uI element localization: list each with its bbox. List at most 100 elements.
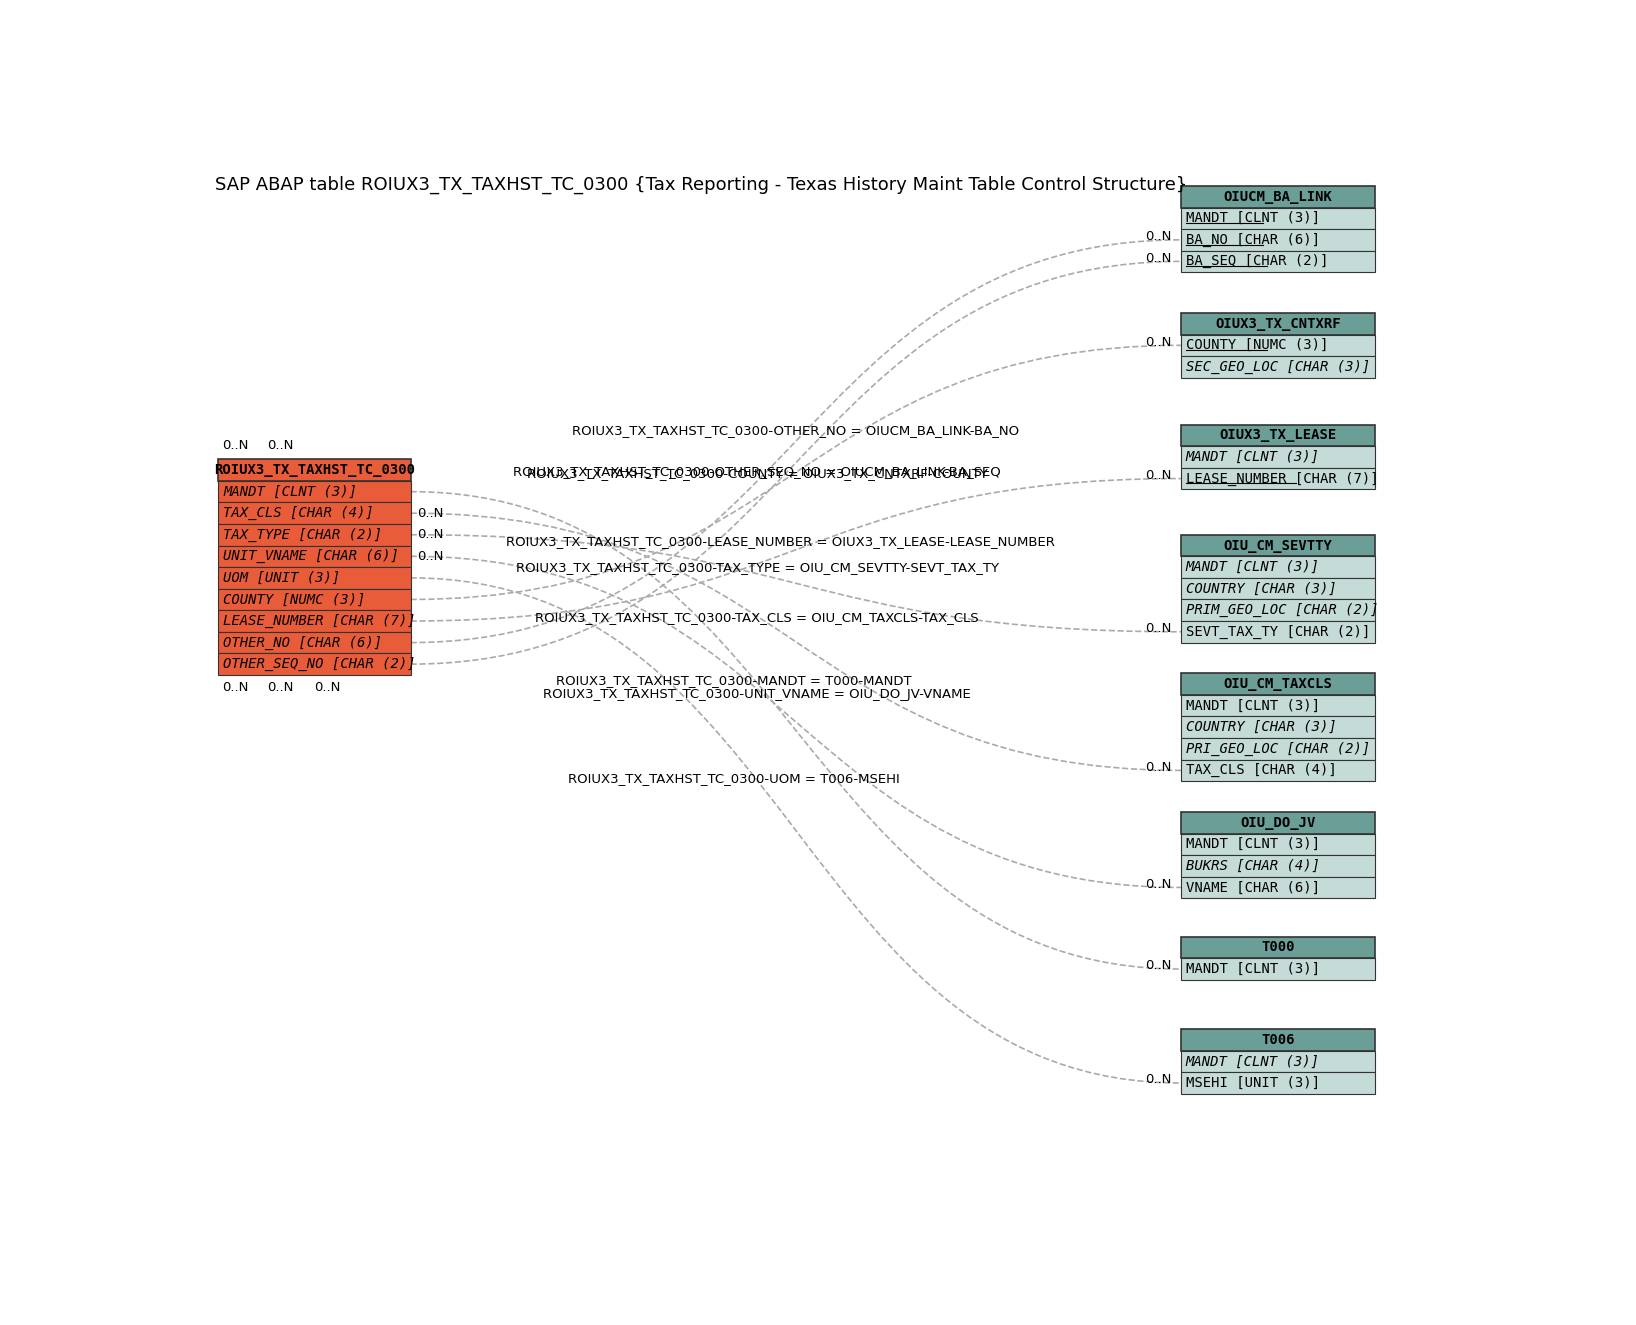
Text: 0..N: 0..N bbox=[1145, 623, 1171, 635]
Bar bbox=[1181, 468, 1374, 489]
Text: 0..N: 0..N bbox=[1145, 335, 1171, 348]
Bar bbox=[1181, 1051, 1374, 1072]
Text: LEASE_NUMBER [CHAR (7)]: LEASE_NUMBER [CHAR (7)] bbox=[222, 613, 416, 628]
Bar bbox=[1181, 313, 1374, 334]
Text: 0..N: 0..N bbox=[267, 681, 293, 694]
Text: LEASE_NUMBER [CHAR (7)]: LEASE_NUMBER [CHAR (7)] bbox=[1186, 472, 1378, 486]
Text: 0..N: 0..N bbox=[222, 681, 249, 694]
Text: MANDT [CLNT (3)]: MANDT [CLNT (3)] bbox=[1186, 698, 1320, 713]
Text: 0..N: 0..N bbox=[1145, 959, 1171, 973]
Text: ROIUX3_TX_TAXHST_TC_0300-UNIT_VNAME = OIU_DO_JV-VNAME: ROIUX3_TX_TAXHST_TC_0300-UNIT_VNAME = OI… bbox=[543, 688, 972, 701]
Bar bbox=[219, 546, 411, 567]
Text: ROIUX3_TX_TAXHST_TC_0300-UOM = T006-MSEHI: ROIUX3_TX_TAXHST_TC_0300-UOM = T006-MSEH… bbox=[568, 772, 900, 786]
Text: 0..N: 0..N bbox=[417, 550, 443, 563]
Text: OIU_DO_JV: OIU_DO_JV bbox=[1240, 816, 1315, 829]
Bar bbox=[1181, 424, 1374, 447]
Bar bbox=[1181, 334, 1374, 356]
Text: MANDT [CLNT (3)]: MANDT [CLNT (3)] bbox=[1186, 560, 1320, 574]
Bar bbox=[1181, 556, 1374, 578]
Text: PRI_GEO_LOC [CHAR (2)]: PRI_GEO_LOC [CHAR (2)] bbox=[1186, 742, 1369, 755]
Text: TAX_CLS [CHAR (4)]: TAX_CLS [CHAR (4)] bbox=[222, 506, 375, 521]
Text: MANDT [CLNT (3)]: MANDT [CLNT (3)] bbox=[222, 485, 357, 498]
Text: OTHER_SEQ_NO [CHAR (2)]: OTHER_SEQ_NO [CHAR (2)] bbox=[222, 657, 416, 672]
Text: ROIUX3_TX_TAXHST_TC_0300-TAX_CLS = OIU_CM_TAXCLS-TAX_CLS: ROIUX3_TX_TAXHST_TC_0300-TAX_CLS = OIU_C… bbox=[535, 611, 978, 624]
Text: COUNTRY [CHAR (3)]: COUNTRY [CHAR (3)] bbox=[1186, 721, 1337, 734]
Text: ROIUX3_TX_TAXHST_TC_0300-OTHER_SEQ_NO = OIUCM_BA_LINK-BA_SEQ: ROIUX3_TX_TAXHST_TC_0300-OTHER_SEQ_NO = … bbox=[514, 465, 1001, 478]
Bar bbox=[1181, 535, 1374, 556]
Bar bbox=[1181, 759, 1374, 782]
Bar bbox=[1181, 694, 1374, 717]
Bar bbox=[219, 502, 411, 523]
Bar bbox=[1181, 738, 1374, 759]
Text: T006: T006 bbox=[1261, 1034, 1294, 1047]
Text: SEC_GEO_LOC [CHAR (3)]: SEC_GEO_LOC [CHAR (3)] bbox=[1186, 360, 1369, 374]
Bar bbox=[1181, 937, 1374, 958]
Text: ROIUX3_TX_TAXHST_TC_0300-MANDT = T000-MANDT: ROIUX3_TX_TAXHST_TC_0300-MANDT = T000-MA… bbox=[556, 674, 911, 688]
Bar bbox=[1181, 958, 1374, 979]
Text: 0..N: 0..N bbox=[314, 681, 340, 694]
Text: 0..N: 0..N bbox=[417, 506, 443, 519]
Text: BA_NO [CHAR (6)]: BA_NO [CHAR (6)] bbox=[1186, 233, 1320, 246]
Text: OIUX3_TX_CNTXRF: OIUX3_TX_CNTXRF bbox=[1216, 317, 1340, 331]
Text: COUNTY [NUMC (3)]: COUNTY [NUMC (3)] bbox=[222, 592, 365, 607]
Bar bbox=[1181, 1030, 1374, 1051]
Bar bbox=[1181, 578, 1374, 599]
Text: BUKRS [CHAR (4)]: BUKRS [CHAR (4)] bbox=[1186, 859, 1320, 873]
Bar bbox=[1181, 833, 1374, 855]
Text: OIUCM_BA_LINK: OIUCM_BA_LINK bbox=[1224, 189, 1332, 204]
Bar bbox=[1181, 447, 1374, 468]
Text: 0..N: 0..N bbox=[1145, 231, 1171, 244]
Bar bbox=[1181, 356, 1374, 378]
Bar bbox=[219, 632, 411, 653]
Bar bbox=[1181, 877, 1374, 898]
Text: UNIT_VNAME [CHAR (6)]: UNIT_VNAME [CHAR (6)] bbox=[222, 550, 399, 563]
Text: 0..N: 0..N bbox=[1145, 878, 1171, 890]
Bar bbox=[1181, 186, 1374, 208]
Bar bbox=[1181, 812, 1374, 833]
Bar bbox=[1181, 717, 1374, 738]
Bar bbox=[219, 567, 411, 588]
Text: TAX_CLS [CHAR (4)]: TAX_CLS [CHAR (4)] bbox=[1186, 763, 1337, 778]
Text: OIUX3_TX_LEASE: OIUX3_TX_LEASE bbox=[1219, 428, 1337, 443]
Text: SEVT_TAX_TY [CHAR (2)]: SEVT_TAX_TY [CHAR (2)] bbox=[1186, 624, 1369, 639]
Text: ROIUX3_TX_TAXHST_TC_0300-COUNTY = OIUX3_TX_CNTXRF-COUNTY: ROIUX3_TX_TAXHST_TC_0300-COUNTY = OIUX3_… bbox=[527, 468, 988, 481]
Text: PRIM_GEO_LOC [CHAR (2)]: PRIM_GEO_LOC [CHAR (2)] bbox=[1186, 603, 1378, 617]
Text: MANDT [CLNT (3)]: MANDT [CLNT (3)] bbox=[1186, 451, 1320, 464]
Text: BA_SEQ [CHAR (2)]: BA_SEQ [CHAR (2)] bbox=[1186, 254, 1328, 269]
Text: 0..N: 0..N bbox=[417, 529, 443, 541]
Text: ROIUX3_TX_TAXHST_TC_0300: ROIUX3_TX_TAXHST_TC_0300 bbox=[214, 462, 416, 477]
Text: VNAME [CHAR (6)]: VNAME [CHAR (6)] bbox=[1186, 880, 1320, 894]
Text: 0..N: 0..N bbox=[222, 439, 249, 452]
Text: ROIUX3_TX_TAXHST_TC_0300-TAX_TYPE = OIU_CM_SEVTTY-SEVT_TAX_TY: ROIUX3_TX_TAXHST_TC_0300-TAX_TYPE = OIU_… bbox=[515, 560, 1000, 574]
Bar bbox=[1181, 599, 1374, 621]
Text: UOM [UNIT (3)]: UOM [UNIT (3)] bbox=[222, 571, 340, 584]
Text: 0..N: 0..N bbox=[1145, 1073, 1171, 1086]
Bar bbox=[1181, 855, 1374, 877]
Bar bbox=[1181, 1072, 1374, 1093]
Text: 0..N: 0..N bbox=[267, 439, 293, 452]
Bar bbox=[1181, 673, 1374, 694]
Text: OIU_CM_SEVTTY: OIU_CM_SEVTTY bbox=[1224, 538, 1332, 553]
Text: MANDT [CLNT (3)]: MANDT [CLNT (3)] bbox=[1186, 1055, 1320, 1068]
Text: MANDT [CLNT (3)]: MANDT [CLNT (3)] bbox=[1186, 837, 1320, 851]
Text: 0..N: 0..N bbox=[1145, 469, 1171, 482]
Bar bbox=[219, 481, 411, 502]
Text: T000: T000 bbox=[1261, 941, 1294, 954]
Bar bbox=[219, 588, 411, 611]
Bar bbox=[219, 611, 411, 632]
Text: OTHER_NO [CHAR (6)]: OTHER_NO [CHAR (6)] bbox=[222, 636, 383, 649]
Text: MSEHI [UNIT (3)]: MSEHI [UNIT (3)] bbox=[1186, 1076, 1320, 1090]
Bar bbox=[1181, 229, 1374, 250]
Text: COUNTY [NUMC (3)]: COUNTY [NUMC (3)] bbox=[1186, 338, 1328, 352]
Text: MANDT [CLNT (3)]: MANDT [CLNT (3)] bbox=[1186, 962, 1320, 977]
Text: ROIUX3_TX_TAXHST_TC_0300-LEASE_NUMBER = OIUX3_TX_LEASE-LEASE_NUMBER: ROIUX3_TX_TAXHST_TC_0300-LEASE_NUMBER = … bbox=[506, 535, 1055, 549]
Bar bbox=[219, 460, 411, 481]
Text: 0..N: 0..N bbox=[1145, 761, 1171, 774]
Bar bbox=[1181, 208, 1374, 229]
Text: COUNTRY [CHAR (3)]: COUNTRY [CHAR (3)] bbox=[1186, 582, 1337, 596]
Text: MANDT [CLNT (3)]: MANDT [CLNT (3)] bbox=[1186, 211, 1320, 225]
Text: ROIUX3_TX_TAXHST_TC_0300-OTHER_NO = OIUCM_BA_LINK-BA_NO: ROIUX3_TX_TAXHST_TC_0300-OTHER_NO = OIUC… bbox=[573, 424, 1019, 436]
Text: 0..N: 0..N bbox=[1145, 252, 1171, 265]
Text: SAP ABAP table ROIUX3_TX_TAXHST_TC_0300 {Tax Reporting - Texas History Maint Tab: SAP ABAP table ROIUX3_TX_TAXHST_TC_0300 … bbox=[216, 176, 1188, 195]
Bar bbox=[219, 523, 411, 546]
